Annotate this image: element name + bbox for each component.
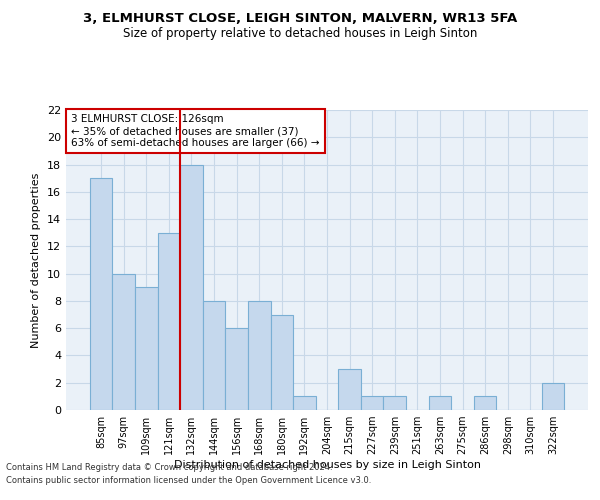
Text: Contains HM Land Registry data © Crown copyright and database right 2024.: Contains HM Land Registry data © Crown c…	[6, 464, 332, 472]
Bar	[180, 164, 203, 410]
Text: Size of property relative to detached houses in Leigh Sinton: Size of property relative to detached ho…	[123, 28, 477, 40]
Bar	[90, 178, 112, 410]
Bar	[293, 396, 316, 410]
Bar	[203, 301, 226, 410]
Bar	[135, 288, 158, 410]
Bar	[542, 382, 564, 410]
Bar	[474, 396, 496, 410]
Bar	[383, 396, 406, 410]
Text: 3 ELMHURST CLOSE: 126sqm
← 35% of detached houses are smaller (37)
63% of semi-d: 3 ELMHURST CLOSE: 126sqm ← 35% of detach…	[71, 114, 320, 148]
Text: Contains public sector information licensed under the Open Government Licence v3: Contains public sector information licen…	[6, 476, 371, 485]
Bar	[428, 396, 451, 410]
Text: 3, ELMHURST CLOSE, LEIGH SINTON, MALVERN, WR13 5FA: 3, ELMHURST CLOSE, LEIGH SINTON, MALVERN…	[83, 12, 517, 26]
Bar	[361, 396, 383, 410]
Bar	[158, 232, 180, 410]
X-axis label: Distribution of detached houses by size in Leigh Sinton: Distribution of detached houses by size …	[173, 460, 481, 470]
Bar	[112, 274, 135, 410]
Bar	[271, 314, 293, 410]
Bar	[226, 328, 248, 410]
Bar	[248, 301, 271, 410]
Y-axis label: Number of detached properties: Number of detached properties	[31, 172, 41, 348]
Bar	[338, 369, 361, 410]
